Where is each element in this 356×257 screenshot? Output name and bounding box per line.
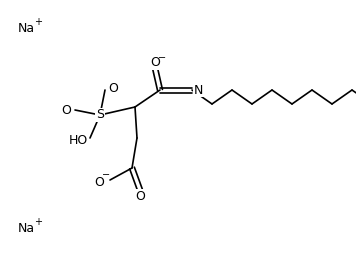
Text: N: N [194,84,203,96]
Text: −: − [102,170,110,180]
Text: +: + [34,17,42,27]
Text: O: O [150,57,160,69]
Text: O: O [135,189,145,203]
Text: +: + [34,217,42,227]
Text: O: O [94,176,104,188]
Text: −: − [158,53,166,63]
Text: HO: HO [69,134,88,148]
Text: Na: Na [18,22,35,35]
Text: O: O [108,81,118,95]
Text: S: S [96,108,104,122]
Text: O: O [61,104,71,116]
Text: Na: Na [18,222,35,235]
